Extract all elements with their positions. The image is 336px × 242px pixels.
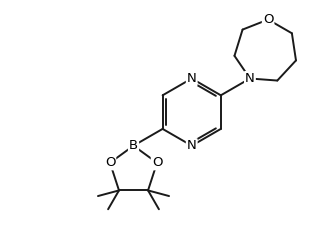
Text: N: N xyxy=(187,72,197,85)
Text: O: O xyxy=(152,156,162,169)
Text: N: N xyxy=(187,139,197,152)
Text: O: O xyxy=(263,13,274,26)
Text: N: N xyxy=(245,72,255,85)
Text: B: B xyxy=(129,139,138,152)
Text: O: O xyxy=(105,156,115,169)
